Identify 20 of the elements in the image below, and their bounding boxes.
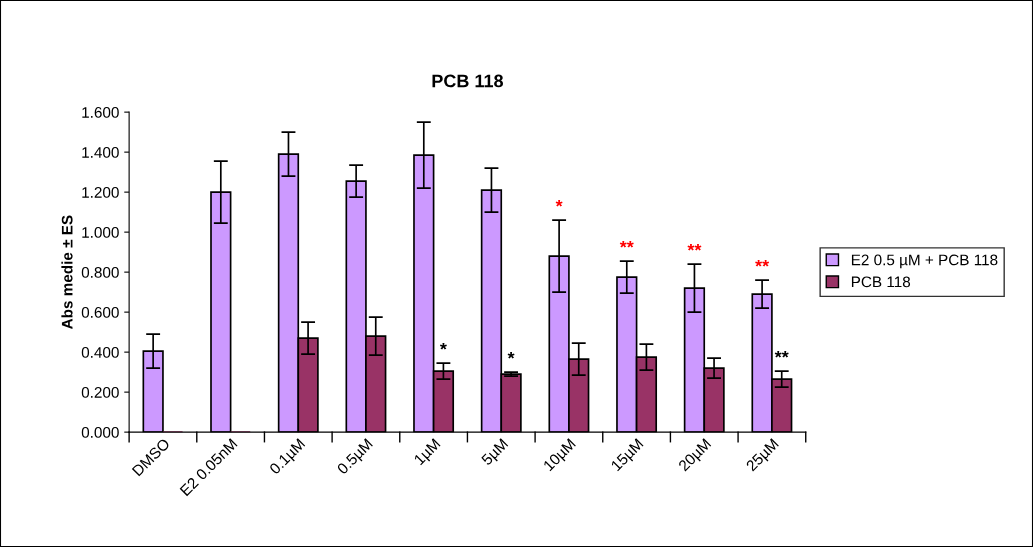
annotation: **	[619, 240, 634, 248]
annotation: **	[755, 259, 770, 267]
legend-label: E2 0.5 µM + PCB 118	[851, 254, 998, 269]
annotation: **	[774, 350, 789, 358]
y-tick-label: 0.400	[81, 347, 119, 358]
annotation: *	[507, 351, 515, 359]
y-tick-label: 1.600	[82, 107, 119, 118]
y-axis-title: Abs medie ± ES	[61, 215, 73, 330]
y-tick-label: 0.000	[81, 427, 119, 438]
y-tick-label: 1.400	[82, 147, 119, 158]
y-tick-label: 1.000	[82, 227, 119, 238]
annotation: *	[555, 199, 563, 207]
y-tick-label: 1.200	[82, 187, 119, 198]
annotation: *	[439, 342, 447, 350]
y-tick-label: 0.200	[81, 387, 119, 398]
y-tick-label: 0.800	[81, 267, 119, 278]
legend-label: PCB 118	[851, 276, 911, 288]
y-tick-label: 0.600	[81, 307, 119, 318]
annotation: **	[687, 243, 702, 251]
chart-title: PCB 118	[432, 74, 504, 88]
